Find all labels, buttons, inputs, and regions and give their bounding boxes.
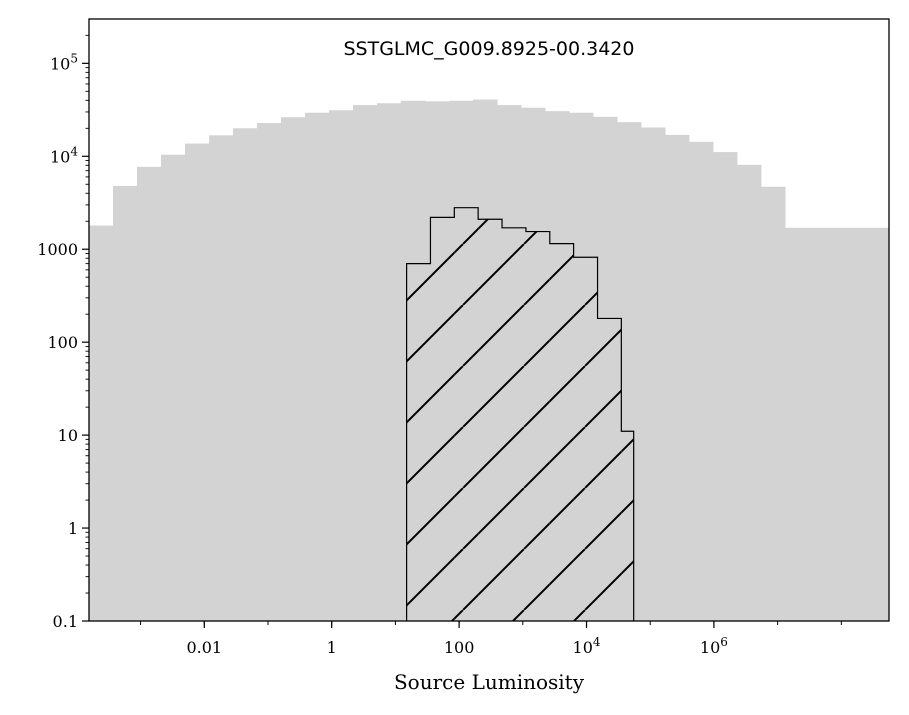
x-tick-label: 106 <box>700 635 728 657</box>
y-axis: 0.1 1 10 100 1000 104 105 <box>37 34 89 631</box>
source-bar <box>621 431 634 621</box>
y-tick-label: 10 <box>58 426 78 445</box>
background-bar <box>712 152 738 621</box>
background-bar <box>160 154 186 621</box>
background-bar <box>808 227 834 621</box>
background-bar <box>89 225 114 621</box>
source-histogram-outline <box>406 207 635 621</box>
background-bar <box>280 117 306 621</box>
y-tick-label: 100 <box>47 333 78 352</box>
background-bar <box>736 164 762 621</box>
background-bar <box>328 110 354 621</box>
x-tick-label: 100 <box>444 638 475 657</box>
source-bar <box>430 217 455 621</box>
background-bar <box>880 227 889 621</box>
y-tick-label: 105 <box>50 51 78 73</box>
source-bar <box>549 243 574 621</box>
y-tick-label: 1000 <box>37 240 78 259</box>
source-bar <box>502 227 526 621</box>
x-tick-label: 104 <box>573 635 601 657</box>
source-bar <box>573 257 598 621</box>
background-histogram <box>89 99 889 621</box>
background-bar <box>209 135 234 621</box>
background-bar <box>664 134 690 621</box>
background-bar <box>856 227 882 621</box>
background-bar <box>112 185 138 621</box>
y-tick-label: 0.1 <box>53 612 78 631</box>
background-bar <box>353 105 378 621</box>
source-histogram <box>406 207 634 621</box>
y-tick-label: 1 <box>68 519 78 538</box>
source-bar <box>597 318 622 621</box>
source-bar <box>525 231 550 621</box>
background-bar <box>304 112 330 621</box>
x-axis-label: Source Luminosity <box>394 670 585 694</box>
chart-title: SSTGLMC_G009.8925-00.3420 <box>343 38 634 60</box>
background-bar <box>688 141 714 621</box>
background-bar <box>256 123 282 621</box>
background-bar <box>232 128 258 621</box>
source-bar <box>406 263 431 621</box>
source-bar <box>454 207 479 621</box>
background-bar <box>760 186 786 621</box>
x-tick-label: 0.01 <box>186 638 222 657</box>
x-tick-label: 1 <box>327 638 337 657</box>
background-bar <box>784 227 810 621</box>
background-bar <box>832 227 858 621</box>
source-bar <box>478 219 503 621</box>
source-step-line <box>406 207 635 621</box>
background-bar <box>184 143 210 621</box>
background-bar <box>137 166 162 621</box>
background-bar <box>376 103 402 621</box>
plot-frame <box>88 18 890 622</box>
y-tick-label: 104 <box>50 144 78 166</box>
x-axis: 0.01 1 100 104 106 <box>140 621 842 657</box>
background-bar <box>640 127 666 621</box>
